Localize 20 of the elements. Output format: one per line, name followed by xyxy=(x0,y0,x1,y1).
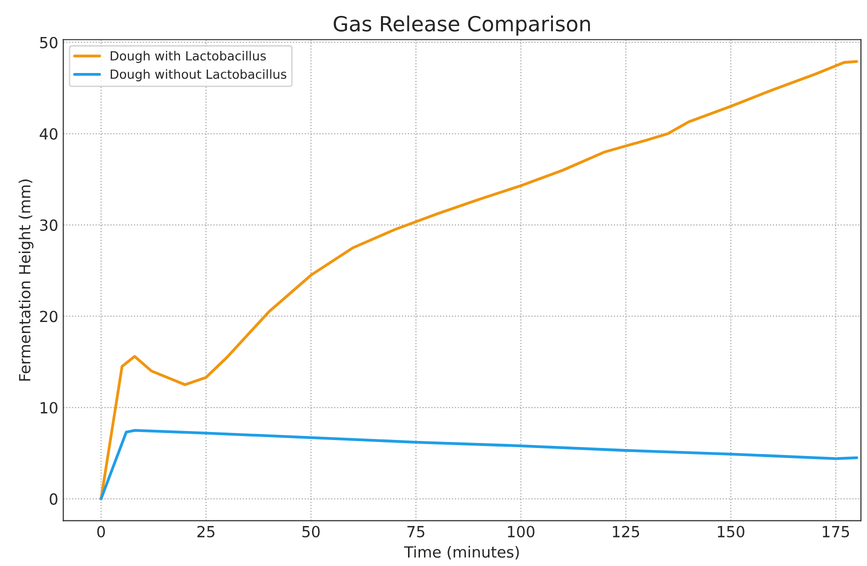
x-tick-label: 75 xyxy=(407,526,424,538)
y-axis-title: Fermentation Height (mm) xyxy=(18,180,34,381)
line-series xyxy=(100,428,858,500)
x-tick-label: 50 xyxy=(302,526,320,538)
y-tick-label: 40 xyxy=(40,128,58,140)
x-tick-label: 175 xyxy=(822,526,849,538)
x-tick-label: 0 xyxy=(97,526,105,538)
legend-label: Dough without Lactobacillus xyxy=(110,69,286,82)
y-tick-label: 10 xyxy=(40,402,58,414)
legend-label: Dough with Lactobacillus xyxy=(110,50,266,63)
y-tick-label: 50 xyxy=(40,36,58,48)
x-tick-label: 150 xyxy=(718,526,744,538)
y-tick-label: 0 xyxy=(50,493,58,505)
x-tick-label: 100 xyxy=(508,526,534,538)
y-tick-label: 30 xyxy=(40,219,58,231)
y-tick-label: 20 xyxy=(40,310,58,322)
chart-title: Gas Release Comparison xyxy=(334,15,590,36)
x-tick-label: 125 xyxy=(612,526,640,538)
x-axis-title: Time (minutes) xyxy=(404,546,519,560)
x-tick-label: 25 xyxy=(197,526,214,538)
